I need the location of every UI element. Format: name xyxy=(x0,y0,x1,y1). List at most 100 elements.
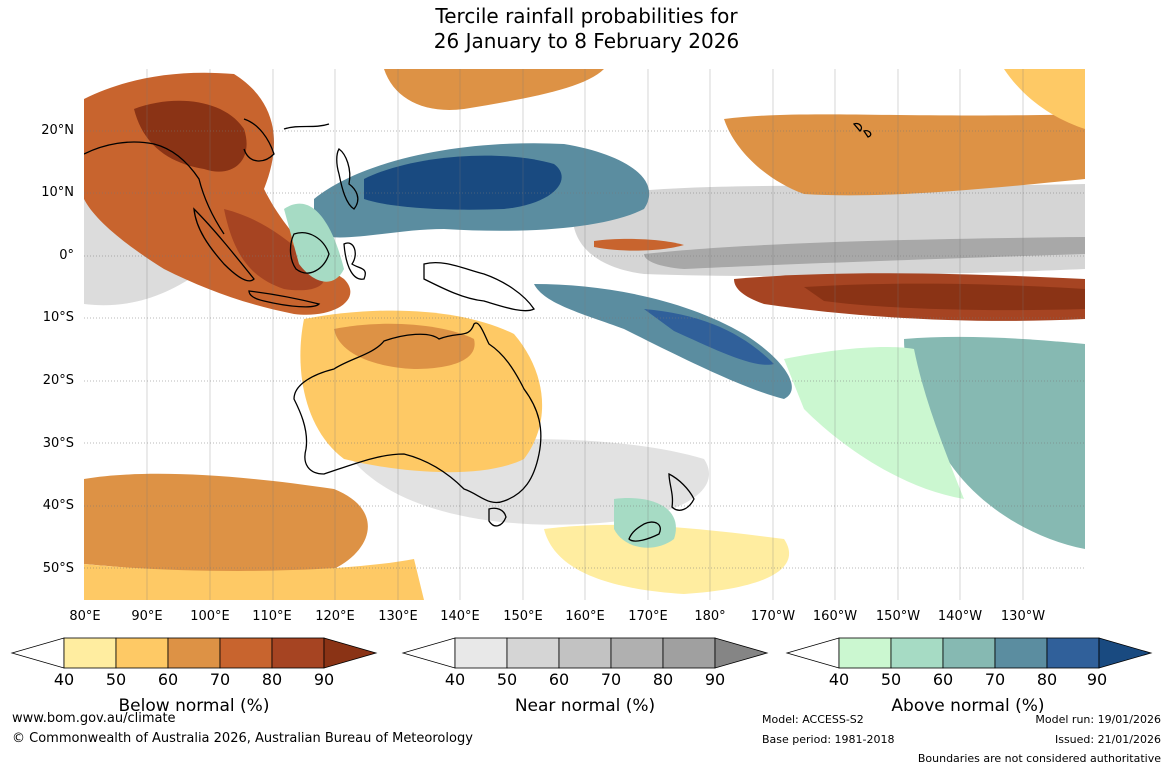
lon-label: 160°E xyxy=(565,609,605,624)
philippines-coastline xyxy=(336,148,359,210)
lat-label: 30°S xyxy=(42,436,74,451)
lon-label: 140°W xyxy=(937,609,983,624)
above-normal-region-spcz-core xyxy=(644,309,774,365)
base-period: Base period: 1981-2018 xyxy=(762,733,895,746)
map-title: Tercile rainfall probabilities for 26 Ja… xyxy=(0,4,1173,54)
website-link[interactable]: www.bom.gov.au/climate xyxy=(12,711,176,726)
lon-label: 150°W xyxy=(875,609,921,624)
near-swatch xyxy=(714,637,769,669)
near-swatch xyxy=(610,637,664,669)
sulawesi-coastline xyxy=(343,242,366,280)
below-tick: 70 xyxy=(209,670,231,689)
above-swatch xyxy=(1046,637,1100,669)
below-normal-region-equatorial-strip xyxy=(594,238,684,251)
lat-label: 50°S xyxy=(42,561,74,576)
below-normal-region-southern-ocean xyxy=(84,473,368,574)
above-normal-legend xyxy=(785,636,1153,670)
below-normal-region-tasman xyxy=(544,524,790,594)
lon-label: 150°E xyxy=(503,609,543,624)
issued-date: Issued: 21/01/2026 xyxy=(1054,733,1161,746)
near-normal-legend-title: Near normal (%) xyxy=(514,696,656,716)
below-tick: 40 xyxy=(53,670,75,689)
lon-label: 160°W xyxy=(812,609,858,624)
lon-label: 180° xyxy=(694,609,726,624)
below-normal-region-ne-pacific xyxy=(1004,69,1085,129)
near-tick: 80 xyxy=(652,670,674,689)
rainfall-probability-map xyxy=(84,69,1085,600)
below-tick: 60 xyxy=(157,670,179,689)
below-swatch xyxy=(63,637,117,669)
below-normal-region-north-pacific xyxy=(384,69,604,110)
lat-label: 10°S xyxy=(42,310,74,325)
near-tick: 50 xyxy=(496,670,518,689)
above-swatch xyxy=(890,637,944,669)
lon-label: 140°E xyxy=(440,609,480,624)
hawaii-coastline xyxy=(852,122,872,138)
below-normal-region-equatorial-east-core xyxy=(804,283,1085,311)
below-swatch xyxy=(271,637,325,669)
above-tick: 90 xyxy=(1086,670,1108,689)
model-run-date: Model run: 19/01/2026 xyxy=(1035,713,1161,726)
model-name: Model: ACCESS-S2 xyxy=(762,713,864,726)
above-tick: 70 xyxy=(984,670,1006,689)
map-gridlines xyxy=(84,130,1085,569)
above-swatch xyxy=(942,637,996,669)
lon-label: 130°W xyxy=(1000,609,1046,624)
above-swatch xyxy=(1098,637,1153,669)
below-normal-legend-title: Below normal (%) xyxy=(118,696,270,716)
above-normal-region-philippine-sea-core xyxy=(364,155,562,210)
above-normal-region-green-halo xyxy=(284,203,344,282)
below-normal-region-southern-ocean-light xyxy=(84,559,424,600)
near-tick: 60 xyxy=(548,670,570,689)
lon-label: 90°E xyxy=(131,609,163,624)
near-normal-legend xyxy=(401,636,769,670)
below-tick: 80 xyxy=(261,670,283,689)
near-tick: 70 xyxy=(600,670,622,689)
lon-label: 170°W xyxy=(750,609,796,624)
new-zealand-coastline xyxy=(628,472,695,542)
above-tick: 60 xyxy=(932,670,954,689)
lon-label: 120°E xyxy=(315,609,355,624)
above-tick: 40 xyxy=(828,670,850,689)
near-tick: 40 xyxy=(444,670,466,689)
australia-coastline xyxy=(293,322,542,504)
near-normal-lower-extension xyxy=(401,637,456,669)
asia-mainland-coastline xyxy=(84,118,330,235)
lon-label: 110°E xyxy=(252,609,292,624)
borneo-coastline xyxy=(289,232,330,274)
below-normal-lower-extension xyxy=(10,637,65,669)
below-normal-region-australia-core xyxy=(334,323,475,369)
near-tick: 90 xyxy=(704,670,726,689)
copyright-notice: © Commonwealth of Australia 2026, Austra… xyxy=(12,731,473,746)
above-normal-legend-title: Above normal (%) xyxy=(891,696,1045,716)
lon-label: 100°E xyxy=(190,609,230,624)
near-normal-region-pacific-core xyxy=(644,237,1085,269)
above-tick: 50 xyxy=(880,670,902,689)
below-tick: 50 xyxy=(105,670,127,689)
above-normal-region-spcz xyxy=(534,284,792,399)
new-guinea-coastline xyxy=(423,262,535,312)
lat-label: 20°N xyxy=(41,123,74,138)
lat-label: 40°S xyxy=(42,498,74,513)
near-swatch xyxy=(558,637,612,669)
above-normal-lower-extension xyxy=(785,637,840,669)
sumatra-coastline xyxy=(193,207,255,282)
tasmania-coastline xyxy=(488,507,507,527)
below-swatch xyxy=(219,637,273,669)
lat-label: 20°S xyxy=(42,373,74,388)
above-swatch xyxy=(838,637,892,669)
near-swatch xyxy=(454,637,508,669)
java-coastline xyxy=(248,290,321,308)
above-swatch xyxy=(994,637,1048,669)
below-normal-legend xyxy=(10,636,378,670)
title-line-2: 26 January to 8 February 2026 xyxy=(433,29,740,53)
coastlines xyxy=(84,118,872,542)
boundaries-disclaimer: Boundaries are not considered authoritat… xyxy=(917,752,1161,765)
below-normal-region-indonesia xyxy=(224,209,325,291)
above-normal-region-south-pacific xyxy=(904,336,1085,549)
title-line-1: Tercile rainfall probabilities for xyxy=(435,4,738,28)
below-swatch xyxy=(115,637,169,669)
below-normal-region-hawaii xyxy=(724,114,1085,196)
below-tick: 90 xyxy=(313,670,335,689)
near-swatch xyxy=(506,637,560,669)
